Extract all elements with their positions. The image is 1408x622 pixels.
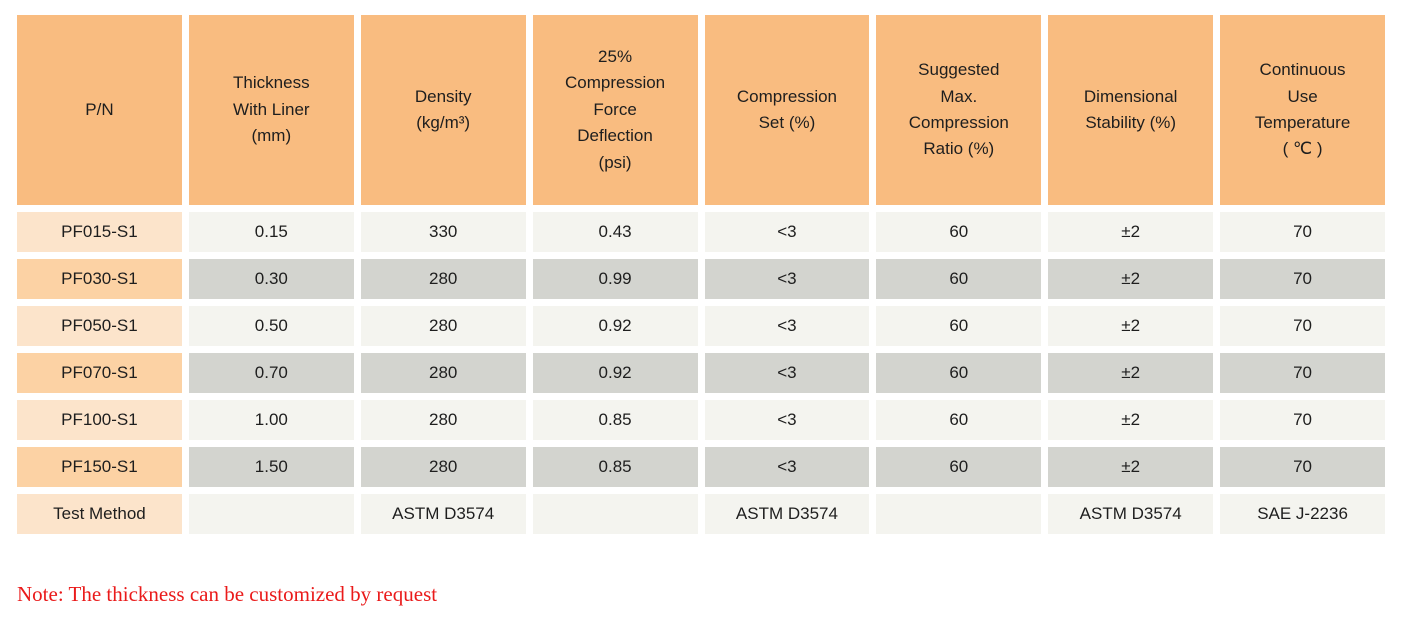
- table-row: PF015-S1 0.15 330 0.43 <3 60 ±2 70: [17, 212, 1385, 252]
- table-cell: <3: [704, 306, 870, 346]
- column-header-thickness: Thickness With Liner (mm): [188, 15, 354, 205]
- table-cell: [188, 494, 354, 534]
- table-cell: SAE J-2236: [1220, 494, 1385, 534]
- table-cell: 0.43: [532, 212, 698, 252]
- header-row: P/N Thickness With Liner (mm) Density (k…: [17, 15, 1385, 205]
- table-cell: 60: [876, 259, 1042, 299]
- column-header-continuous-use-temperature: Continuous Use Temperature ( ℃ ): [1220, 15, 1385, 205]
- table-cell: 70: [1220, 306, 1385, 346]
- table-cell: ±2: [1048, 259, 1214, 299]
- cell-pn: PF100-S1: [17, 400, 182, 440]
- table-cell: 1.00: [188, 400, 354, 440]
- table-cell: ±2: [1048, 353, 1214, 393]
- column-header-density: Density (kg/m³): [360, 15, 526, 205]
- table-cell: 280: [360, 447, 526, 487]
- table-row: PF030-S1 0.30 280 0.99 <3 60 ±2 70: [17, 259, 1385, 299]
- table-cell: ±2: [1048, 212, 1214, 252]
- table-row: PF100-S1 1.00 280 0.85 <3 60 ±2 70: [17, 400, 1385, 440]
- table-cell: 60: [876, 306, 1042, 346]
- table-cell: 330: [360, 212, 526, 252]
- cell-pn: PF150-S1: [17, 447, 182, 487]
- table-cell: 0.15: [188, 212, 354, 252]
- table-cell: 70: [1220, 259, 1385, 299]
- cell-pn: PF070-S1: [17, 353, 182, 393]
- cell-pn: PF030-S1: [17, 259, 182, 299]
- table-cell: 1.50: [188, 447, 354, 487]
- spec-table-header: P/N Thickness With Liner (mm) Density (k…: [17, 15, 1385, 205]
- table-cell: <3: [704, 447, 870, 487]
- column-header-compression-set: Compression Set (%): [704, 15, 870, 205]
- note-text: Note: The thickness can be customized by…: [17, 582, 438, 606]
- table-cell: 60: [876, 400, 1042, 440]
- table-cell: ASTM D3574: [360, 494, 526, 534]
- table-cell: 0.50: [188, 306, 354, 346]
- table-cell: 0.99: [532, 259, 698, 299]
- table-cell: 0.70: [188, 353, 354, 393]
- spec-table: P/N Thickness With Liner (mm) Density (k…: [10, 8, 1392, 541]
- table-cell: ASTM D3574: [704, 494, 870, 534]
- column-header-pn: P/N: [17, 15, 182, 205]
- table-cell: 70: [1220, 400, 1385, 440]
- table-cell: <3: [704, 400, 870, 440]
- column-header-compression-force-deflection: 25% Compression Force Deflection (psi): [532, 15, 698, 205]
- column-header-dimensional-stability: Dimensional Stability (%): [1048, 15, 1214, 205]
- table-cell: 60: [876, 212, 1042, 252]
- table-cell: 280: [360, 400, 526, 440]
- table-cell: ASTM D3574: [1048, 494, 1214, 534]
- table-cell: 280: [360, 259, 526, 299]
- table-cell: [532, 494, 698, 534]
- table-cell: ±2: [1048, 306, 1214, 346]
- table-cell: ±2: [1048, 400, 1214, 440]
- table-cell: 280: [360, 306, 526, 346]
- table-cell: 70: [1220, 212, 1385, 252]
- table-cell: 0.85: [532, 447, 698, 487]
- table-cell: 60: [876, 353, 1042, 393]
- table-cell: 0.85: [532, 400, 698, 440]
- table-row: PF050-S1 0.50 280 0.92 <3 60 ±2 70: [17, 306, 1385, 346]
- table-cell: <3: [704, 353, 870, 393]
- spec-table-body: PF015-S1 0.15 330 0.43 <3 60 ±2 70 PF030…: [17, 212, 1385, 534]
- table-cell: 70: [1220, 447, 1385, 487]
- table-cell: <3: [704, 212, 870, 252]
- cell-test-method-label: Test Method: [17, 494, 182, 534]
- table-cell: [876, 494, 1042, 534]
- table-cell: 0.30: [188, 259, 354, 299]
- table-row: PF150-S1 1.50 280 0.85 <3 60 ±2 70: [17, 447, 1385, 487]
- table-cell: <3: [704, 259, 870, 299]
- spec-table-container: P/N Thickness With Liner (mm) Density (k…: [10, 8, 1392, 541]
- table-cell: ±2: [1048, 447, 1214, 487]
- cell-pn: PF015-S1: [17, 212, 182, 252]
- table-cell: 0.92: [532, 306, 698, 346]
- column-header-max-compression-ratio: Suggested Max. Compression Ratio (%): [876, 15, 1042, 205]
- table-cell: 60: [876, 447, 1042, 487]
- table-row: PF070-S1 0.70 280 0.92 <3 60 ±2 70: [17, 353, 1385, 393]
- table-cell: 0.92: [532, 353, 698, 393]
- table-cell: 70: [1220, 353, 1385, 393]
- table-cell: 280: [360, 353, 526, 393]
- cell-pn: PF050-S1: [17, 306, 182, 346]
- table-row-test-method: Test Method ASTM D3574 ASTM D3574 ASTM D…: [17, 494, 1385, 534]
